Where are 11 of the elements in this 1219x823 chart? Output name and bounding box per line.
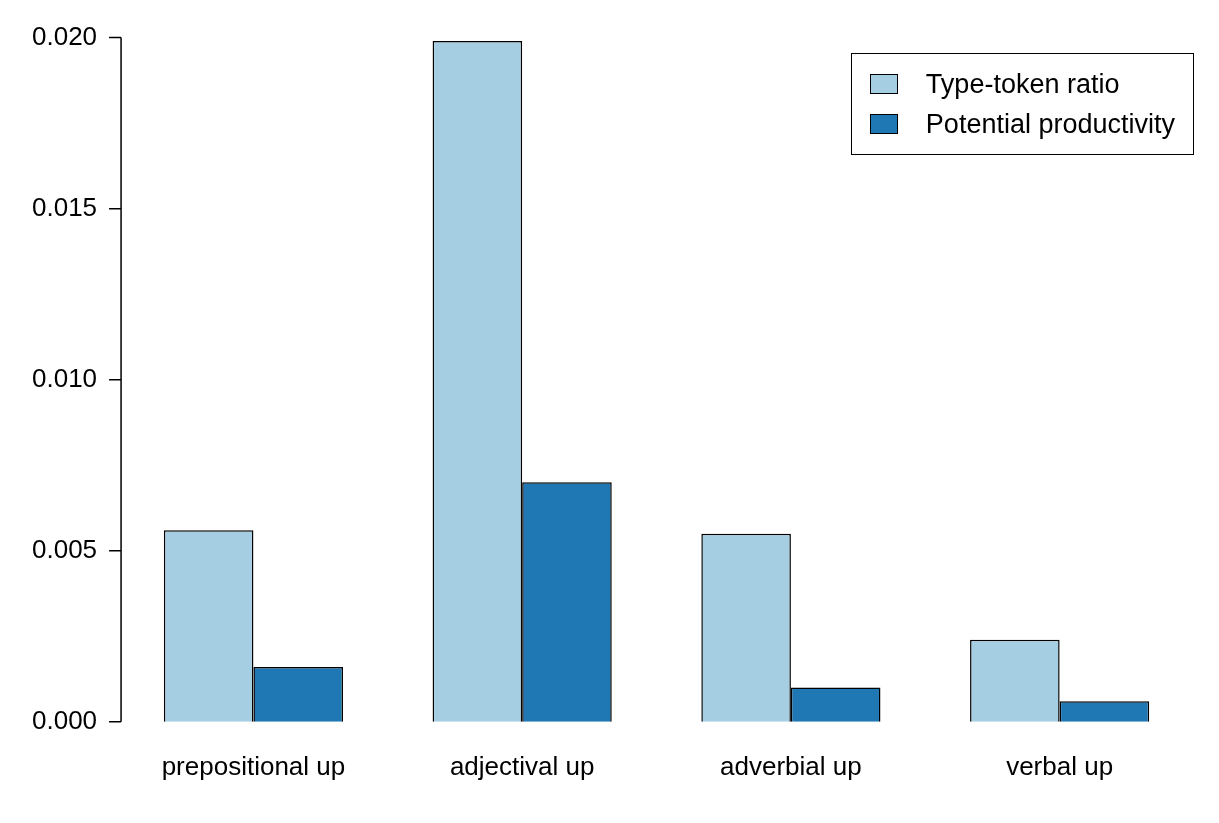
legend-label: Type-token ratio bbox=[925, 67, 1120, 101]
x-tick-label: verbal up bbox=[1006, 750, 1114, 781]
x-tick-label: adjectival up bbox=[449, 750, 595, 781]
x-tick-label: adverbial up bbox=[720, 750, 862, 781]
y-tick-label: 0.000 bbox=[31, 704, 98, 735]
x-tick-label: prepositional up bbox=[161, 750, 346, 781]
y-tick-label: 0.010 bbox=[31, 362, 98, 393]
y-tick-label: 0.020 bbox=[31, 20, 98, 51]
legend-label: Potential productivity bbox=[925, 107, 1175, 141]
y-tick-label: 0.005 bbox=[31, 533, 98, 564]
y-tick-label: 0.015 bbox=[31, 191, 98, 222]
